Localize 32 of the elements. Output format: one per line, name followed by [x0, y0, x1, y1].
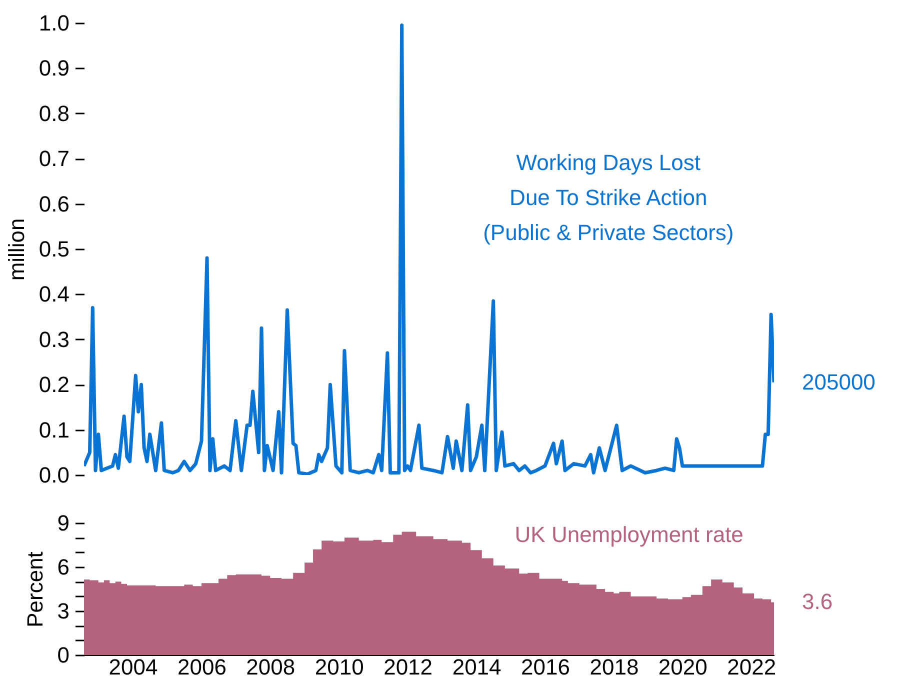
y-tick-label: 0.7 — [38, 146, 70, 172]
y-tick-label: 0.4 — [38, 282, 70, 307]
y-tick-label: 3 — [57, 598, 70, 624]
x-tick-label: 2022 — [727, 654, 776, 680]
x-tick-label: 2006 — [178, 654, 226, 680]
y-tick-label: 0.1 — [38, 417, 70, 442]
series-label: UK Unemployment rate — [514, 522, 744, 547]
y-tick-label: 6 — [57, 554, 70, 580]
y-tick-label: 0 — [57, 642, 70, 668]
line-series — [84, 24, 774, 475]
annotation: 3.6 — [802, 589, 833, 614]
y-tick-label: 0.6 — [38, 191, 70, 216]
x-tick-label: 2020 — [658, 654, 708, 680]
x-tick-label: 2012 — [384, 654, 433, 680]
y-tick-label: 0.8 — [38, 100, 70, 126]
x-tick-label: 2016 — [520, 654, 570, 680]
y-tick-label: 1.0 — [38, 10, 70, 36]
y-tick-label: 0.9 — [38, 56, 70, 81]
y-axis-title: Percent — [22, 552, 48, 628]
x-tick-label: 2004 — [108, 654, 158, 680]
x-tick-label: 2008 — [246, 654, 296, 680]
y-axis-title: million — [4, 218, 29, 281]
annotation: 205000 — [802, 369, 876, 394]
x-tick-label: 2018 — [590, 654, 639, 680]
x-tick-label: 2010 — [314, 654, 364, 680]
y-tick-label: 9 — [57, 510, 70, 536]
x-tick-label: 2014 — [452, 654, 502, 680]
y-tick-label: 0.3 — [38, 326, 70, 352]
y-tick-label: 0.5 — [38, 236, 70, 262]
y-tick-label: 0.2 — [38, 372, 70, 398]
y-tick-label: 0.0 — [38, 462, 70, 488]
text: Working Days Lost Due To Strike Action (Public & Private Sectors) — [483, 150, 734, 246]
